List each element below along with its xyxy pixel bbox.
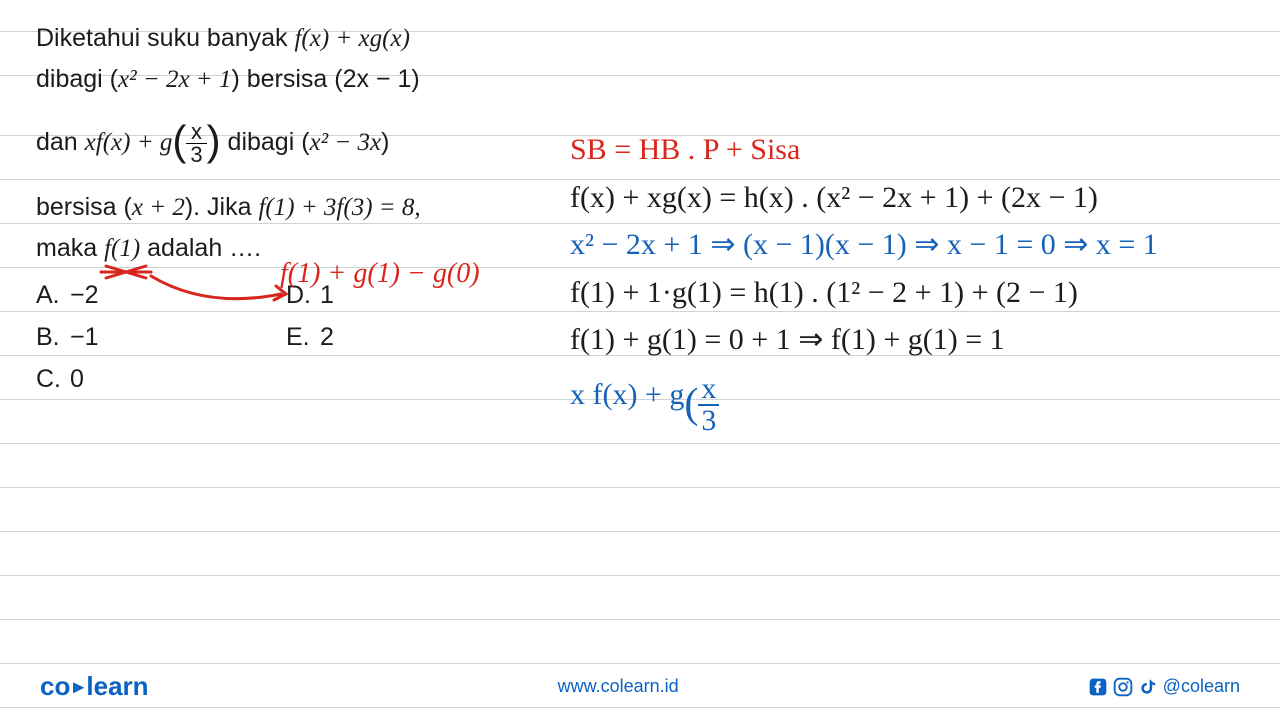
choice-value: 0 [70,359,84,399]
instagram-icon [1113,677,1133,697]
answer-choices: A.−2 B.−1 C.0 D.1 E.2 [36,275,556,401]
tiktok-icon [1138,677,1158,697]
text: ) [381,128,389,156]
handwritten-solution: SB = HB . P + Sisa f(x) + xg(x) = h(x) .… [570,128,1250,432]
frac-num: x [186,121,206,144]
problem-line-2: dibagi (x² − 2x + 1) bersisa (2x − 1) [36,59,556,100]
text: ) bersisa (2x − 1) [231,65,419,93]
text: dibagi ( [221,128,310,156]
choice-e: E.2 [286,317,536,357]
problem-text: Diketahui suku banyak f(x) + xg(x) dibag… [36,18,556,401]
footer: co▸learn www.colearn.id @colearn [40,671,1240,702]
math: f(x) + xg(x) [294,25,409,52]
correction-text: f(1) + g(1) − g(0) [280,258,480,290]
facebook-icon [1088,677,1108,697]
choice-value: −2 [70,275,99,315]
math: g [160,129,173,156]
work-line-1: SB = HB . P + Sisa [570,128,1250,172]
choice-b: B.−1 [36,317,286,357]
strike-target: f(1) [104,235,140,262]
frac-den: 3 [698,406,719,436]
brand-logo: co▸learn [40,671,149,702]
text: dan [36,128,85,156]
website-url: www.colearn.id [558,676,679,697]
problem-line-4: bersisa (x + 2). Jika f(1) + 3f(3) = 8, [36,187,556,228]
choice-c: C.0 [36,359,286,399]
frac-num: x [698,374,719,406]
social-handle: @colearn [1163,676,1240,697]
math: x² − 3x [310,129,382,156]
math: f(1) + 3f(3) = 8, [258,194,420,221]
text: adalah …. [140,234,261,262]
math: x + 2 [132,194,185,221]
text: Diketahui suku banyak [36,24,294,52]
choice-value: 2 [320,317,334,357]
frac-den: 3 [186,144,206,166]
math: x² − 2x + 1 [118,66,231,93]
text: x f(x) + g [570,377,684,410]
work-line-5: f(1) + g(1) = 0 + 1 ⇒ f(1) + g(1) = 1 [570,318,1250,362]
logo-part-a: co [40,671,70,701]
problem-line-3: dan xf(x) + g(x3) dibagi (x² − 3x) [36,110,556,177]
logo-part-b: learn [86,671,148,701]
problem-line-1: Diketahui suku banyak f(x) + xg(x) [36,18,556,59]
social-links: @colearn [1088,676,1240,697]
choice-a: A.−2 [36,275,286,315]
text: maka [36,234,104,262]
text: ). Jika [185,193,259,221]
work-line-6: x f(x) + g(x3 [570,366,1250,428]
work-line-2: f(x) + xg(x) = h(x) . (x² − 2x + 1) + (2… [570,176,1250,220]
work-line-4: f(1) + 1·g(1) = h(1) . (1² − 2 + 1) + (2… [570,271,1250,315]
text: bersisa ( [36,193,132,221]
work-line-3: x² − 2x + 1 ⇒ (x − 1)(x − 1) ⇒ x − 1 = 0… [570,223,1250,267]
choice-value: −1 [70,317,99,357]
text: dibagi ( [36,65,118,93]
math: xf(x) + [85,129,160,156]
